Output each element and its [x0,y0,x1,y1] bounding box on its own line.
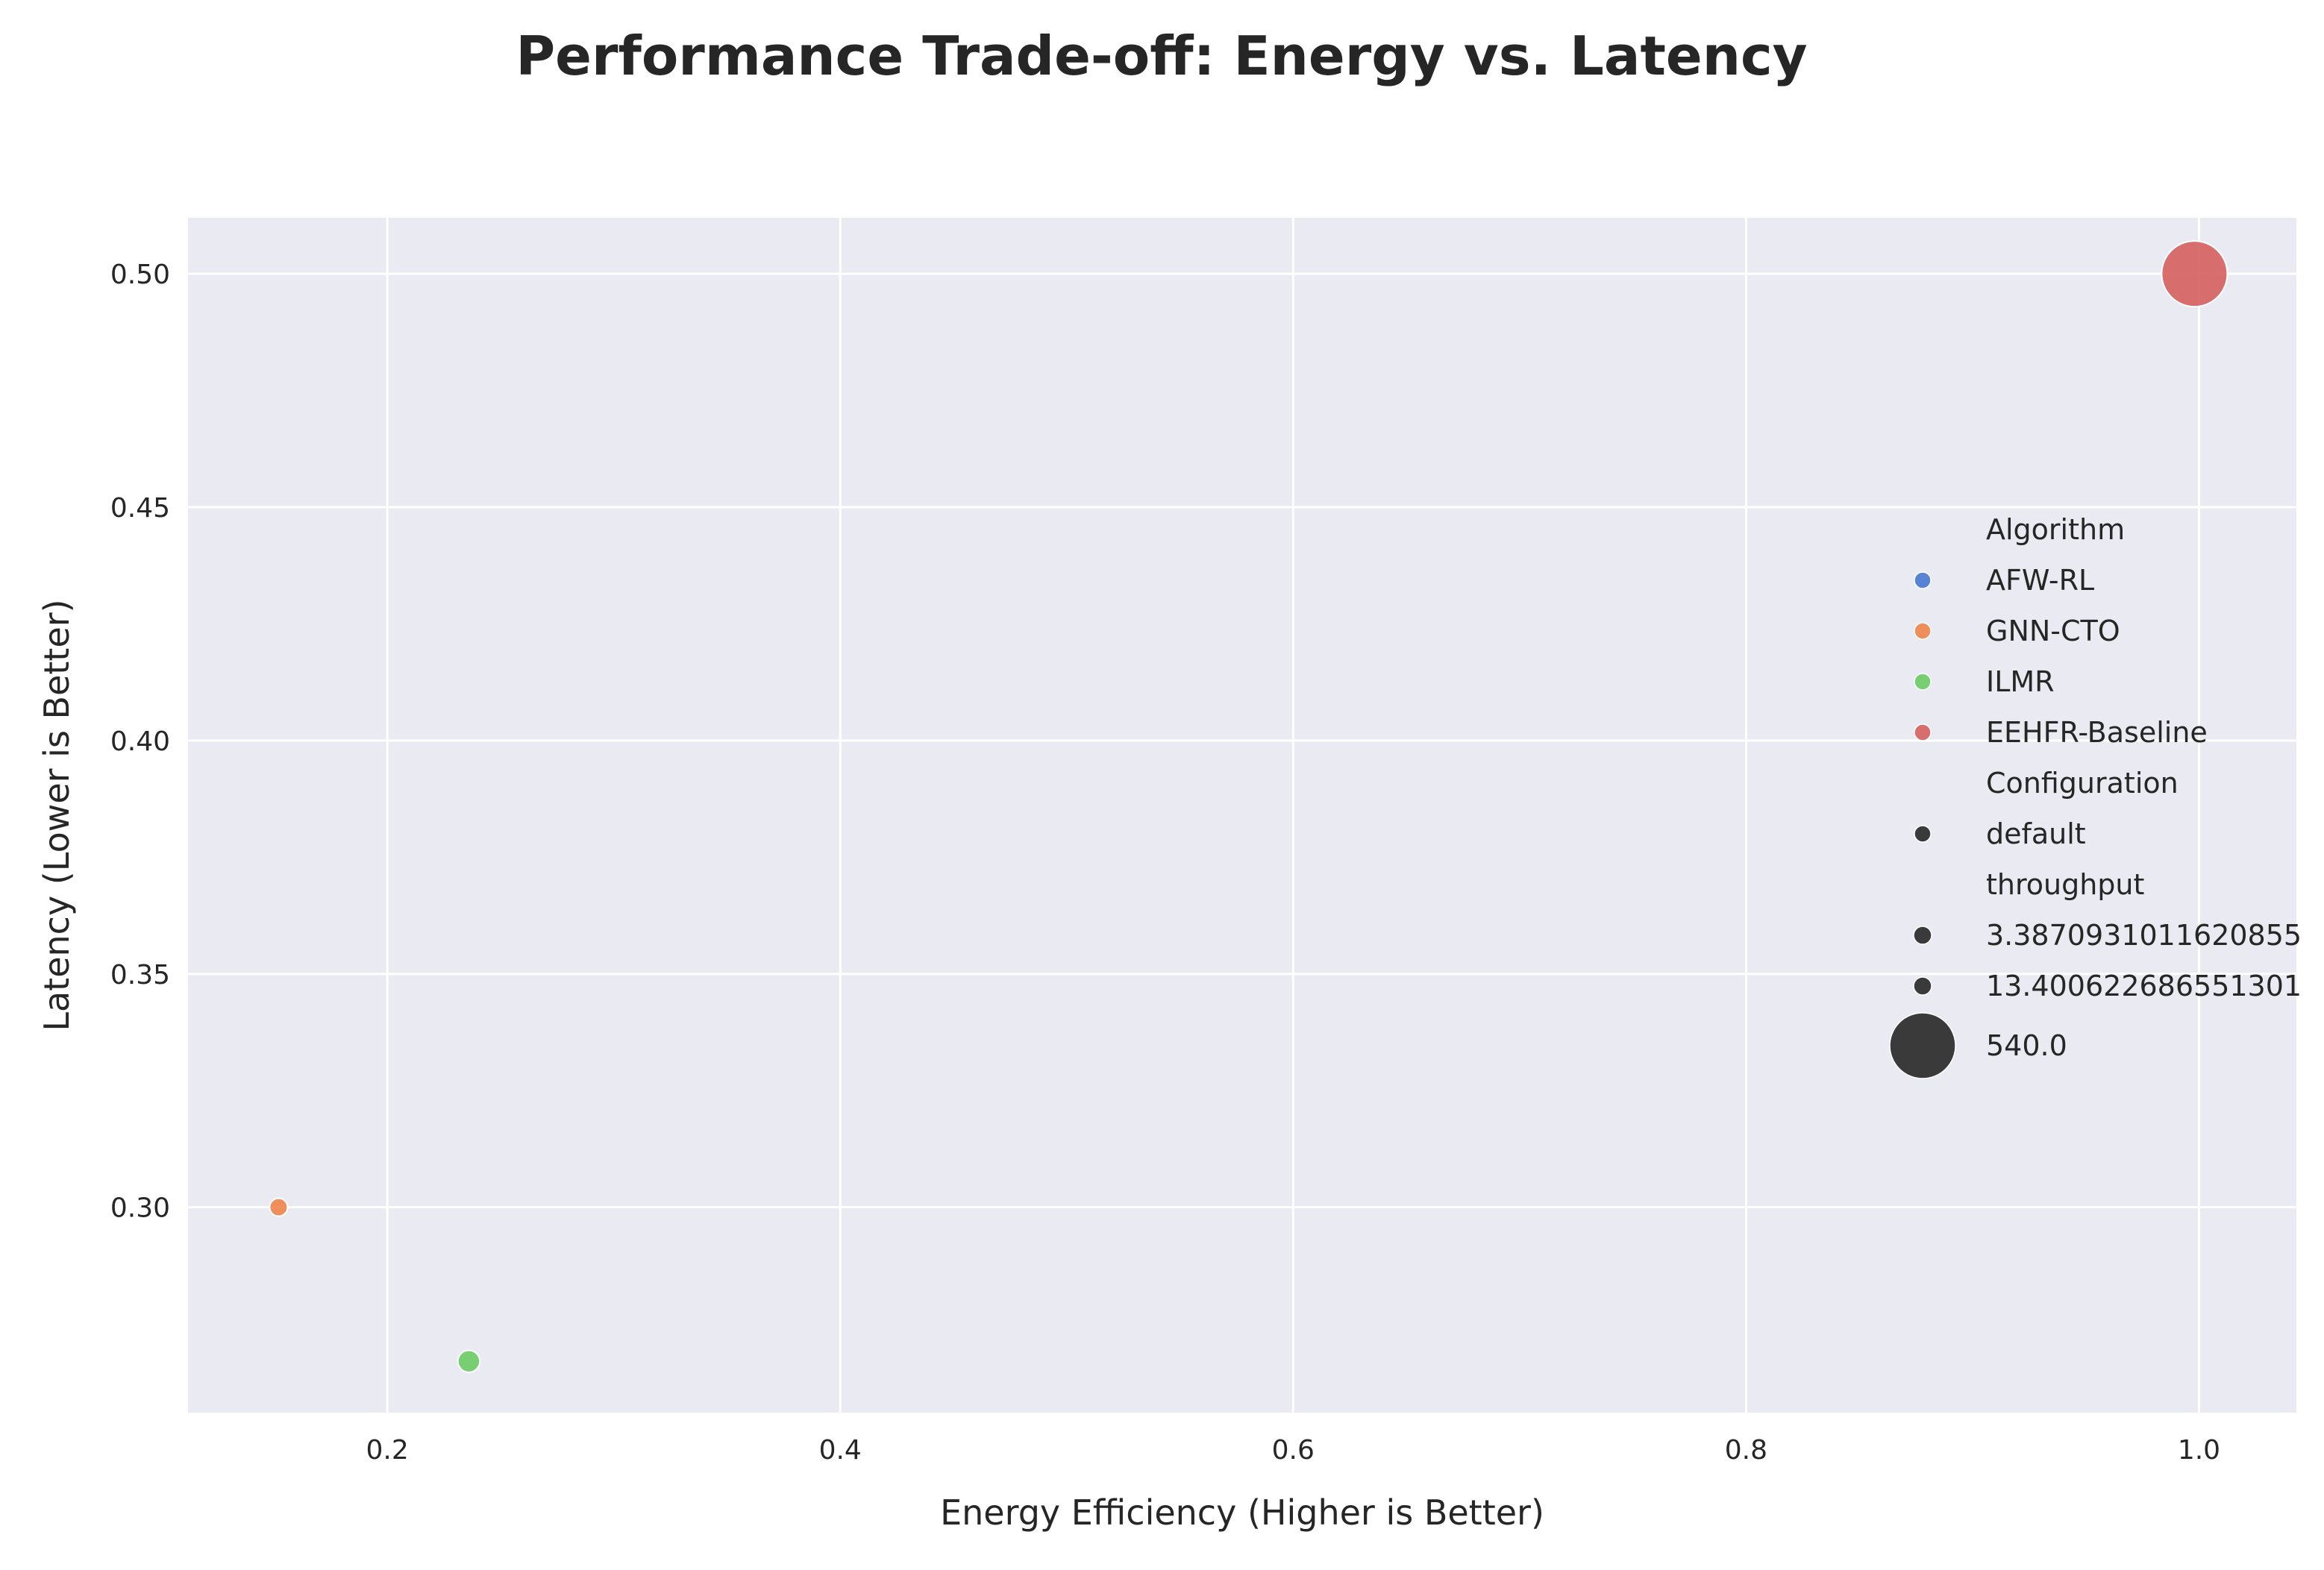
y-tick-label: 0.45 [110,493,170,524]
x-tick-label: 0.4 [819,1435,862,1466]
data-points [269,240,2229,1373]
legend-title-throughput: throughput [1986,868,2144,901]
legend-item-label: 3.3870931011620855 [1986,919,2302,952]
y-tick-label: 0.35 [110,960,170,990]
y-tick-label: 0.30 [110,1193,170,1224]
y-axis-label: Latency (Lower is Better) [37,599,77,1031]
x-axis-label: Energy Efficiency (Higher is Better) [940,1492,1544,1533]
y-tick-label: 0.40 [110,726,170,757]
x-tick-labels: 0.2 0.4 0.6 0.8 1.0 [366,1435,2220,1466]
legend-item-label: ILMR [1986,665,2055,698]
x-tick-label: 0.2 [366,1435,408,1466]
legend-marker [1914,723,1932,741]
data-point-ilmr [457,1349,481,1373]
data-point-eehfr-baseline [2161,240,2229,308]
chart-title: Performance Trade-off: Energy vs. Latenc… [516,25,1807,87]
legend-item-label: EEHFR-Baseline [1986,716,2208,749]
legend-item-label: AFW-RL [1986,564,2094,597]
legend-size-marker [1913,926,1932,945]
plot-area [188,218,2296,1413]
legend-marker [1914,825,1932,843]
legend-size-marker [1889,1012,1956,1079]
legend-title-configuration: Configuration [1986,767,2179,800]
x-tick-label: 0.8 [1725,1435,1767,1466]
legend-item-label: 540.0 [1986,1029,2067,1062]
data-point-gnn-cto [269,1197,289,1217]
legend-title-algorithm: Algorithm [1986,513,2125,546]
legend-marker [1914,571,1932,589]
legend-item-label: default [1986,817,2086,850]
legend-size-marker [1913,976,1932,996]
legend: Algorithm AFW-RL GNN-CTO ILMR EEHFR-Baseline… [1889,513,2302,1079]
legend-item-label: 13.400622686551301 [1986,970,2302,1002]
legend-marker [1914,622,1932,640]
x-tick-label: 0.6 [1272,1435,1315,1466]
grid-lines [188,218,2296,1413]
x-tick-label: 1.0 [2178,1435,2220,1466]
legend-marker [1914,673,1932,691]
y-tick-labels: 0.30 0.35 0.40 0.45 0.50 [110,260,170,1224]
legend-item-label: GNN-CTO [1986,615,2120,647]
y-tick-label: 0.50 [110,260,170,290]
